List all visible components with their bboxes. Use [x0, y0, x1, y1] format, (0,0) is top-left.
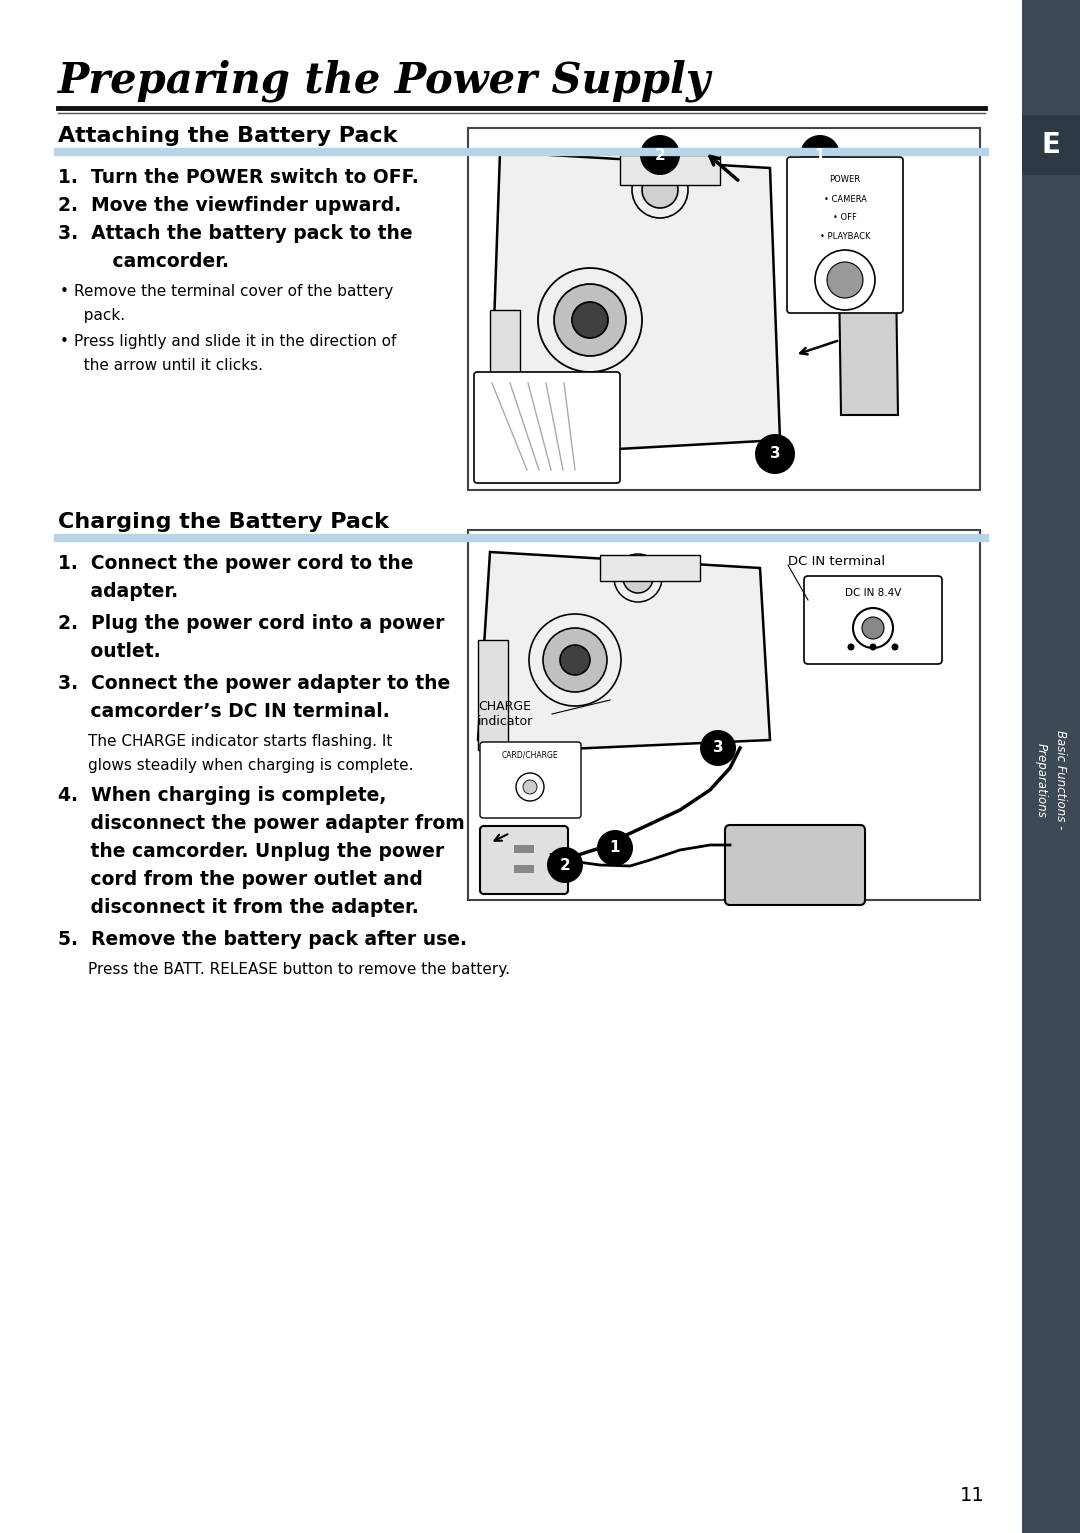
Text: 3.  Attach the battery pack to the: 3. Attach the battery pack to the — [58, 224, 413, 244]
Text: • OFF: • OFF — [833, 213, 856, 222]
Text: CHARGE: CHARGE — [478, 701, 531, 713]
Text: 3.  Connect the power adapter to the: 3. Connect the power adapter to the — [58, 675, 450, 693]
Circle shape — [862, 616, 885, 639]
Text: adapter.: adapter. — [58, 583, 178, 601]
Text: •: • — [60, 284, 69, 299]
Bar — [1022, 115, 1080, 175]
Text: 1.  Turn the POWER switch to OFF.: 1. Turn the POWER switch to OFF. — [58, 169, 419, 187]
Circle shape — [523, 780, 537, 794]
Text: cord from the power outlet and: cord from the power outlet and — [58, 871, 423, 889]
Text: 2: 2 — [654, 147, 665, 162]
Bar — [600, 555, 700, 581]
Text: camcorder’s DC IN terminal.: camcorder’s DC IN terminal. — [58, 702, 390, 721]
Text: pack.: pack. — [75, 308, 125, 323]
Circle shape — [642, 172, 678, 208]
Text: 5.  Remove the battery pack after use.: 5. Remove the battery pack after use. — [58, 931, 467, 949]
Circle shape — [640, 135, 680, 175]
FancyBboxPatch shape — [804, 576, 942, 664]
Circle shape — [529, 615, 621, 707]
Bar — [620, 155, 720, 185]
Text: Remove the terminal cover of the battery: Remove the terminal cover of the battery — [75, 284, 393, 299]
Text: Charging the Battery Pack: Charging the Battery Pack — [58, 512, 389, 532]
Text: Preparing the Power Supply: Preparing the Power Supply — [58, 60, 711, 103]
Circle shape — [869, 644, 877, 650]
Text: Press the BATT. RELEASE button to remove the battery.: Press the BATT. RELEASE button to remove… — [87, 963, 510, 977]
Circle shape — [848, 644, 854, 650]
Text: DC IN terminal: DC IN terminal — [788, 555, 886, 569]
FancyBboxPatch shape — [787, 156, 903, 313]
Circle shape — [700, 730, 735, 766]
Text: 2: 2 — [559, 857, 570, 872]
Circle shape — [755, 434, 795, 474]
Polygon shape — [490, 310, 519, 445]
Text: disconnect the power adapter from: disconnect the power adapter from — [58, 814, 464, 832]
Bar — [514, 865, 534, 872]
Text: 1.  Connect the power cord to the: 1. Connect the power cord to the — [58, 553, 414, 573]
Text: • PLAYBACK: • PLAYBACK — [820, 231, 870, 241]
Circle shape — [572, 302, 608, 337]
Text: glows steadily when charging is complete.: glows steadily when charging is complete… — [87, 757, 414, 773]
Polygon shape — [478, 639, 508, 750]
Bar — [468, 530, 980, 900]
Text: 4.  When charging is complete,: 4. When charging is complete, — [58, 786, 387, 805]
Text: 1: 1 — [610, 840, 620, 855]
Text: the camcorder. Unplug the power: the camcorder. Unplug the power — [58, 842, 444, 862]
Text: the arrow until it clicks.: the arrow until it clicks. — [75, 359, 264, 373]
Bar — [514, 845, 534, 852]
Text: Press lightly and slide it in the direction of: Press lightly and slide it in the direct… — [75, 334, 396, 350]
Circle shape — [538, 268, 642, 373]
Polygon shape — [490, 152, 780, 455]
Circle shape — [827, 262, 863, 297]
Text: CARD/CHARGE: CARD/CHARGE — [502, 750, 558, 759]
Circle shape — [815, 250, 875, 310]
FancyBboxPatch shape — [480, 826, 568, 894]
Circle shape — [546, 848, 583, 883]
Circle shape — [554, 284, 626, 356]
Circle shape — [853, 609, 893, 648]
Circle shape — [800, 135, 840, 175]
Circle shape — [623, 563, 653, 593]
Circle shape — [615, 553, 662, 602]
Text: E: E — [1041, 130, 1061, 159]
Polygon shape — [838, 210, 897, 415]
Text: 3: 3 — [770, 446, 781, 461]
Text: POWER: POWER — [829, 175, 861, 184]
Circle shape — [891, 644, 899, 650]
Text: Basic Functions -
Preparations: Basic Functions - Preparations — [1035, 730, 1067, 829]
Text: disconnect it from the adapter.: disconnect it from the adapter. — [58, 898, 419, 917]
Bar — [1022, 0, 1080, 1533]
Circle shape — [561, 645, 590, 675]
Text: 2.  Move the viewfinder upward.: 2. Move the viewfinder upward. — [58, 196, 402, 215]
Circle shape — [543, 629, 607, 691]
Text: Attaching the Battery Pack: Attaching the Battery Pack — [58, 126, 397, 146]
Text: camcorder.: camcorder. — [80, 251, 229, 271]
Polygon shape — [478, 552, 770, 753]
FancyBboxPatch shape — [480, 742, 581, 819]
Text: The CHARGE indicator starts flashing. It: The CHARGE indicator starts flashing. It — [87, 734, 392, 750]
Text: indicator: indicator — [478, 714, 534, 728]
Circle shape — [632, 162, 688, 218]
Text: 11: 11 — [960, 1485, 985, 1505]
Text: • CAMERA: • CAMERA — [824, 195, 866, 204]
Bar — [468, 127, 980, 491]
Circle shape — [516, 773, 544, 802]
Text: •: • — [60, 334, 69, 350]
Text: DC IN 8.4V: DC IN 8.4V — [845, 589, 901, 598]
Text: 2.  Plug the power cord into a power: 2. Plug the power cord into a power — [58, 615, 445, 633]
FancyBboxPatch shape — [725, 825, 865, 904]
Text: 3: 3 — [713, 740, 724, 756]
Text: 1: 1 — [814, 147, 825, 162]
FancyBboxPatch shape — [474, 373, 620, 483]
Text: outlet.: outlet. — [58, 642, 161, 661]
Circle shape — [597, 829, 633, 866]
